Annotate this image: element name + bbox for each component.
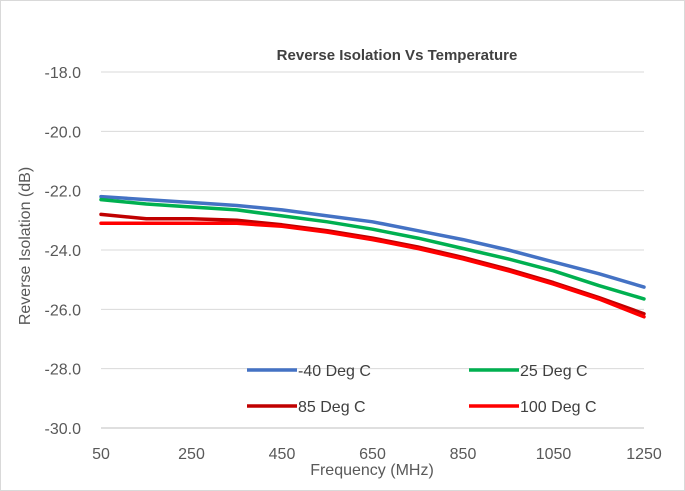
x-tick-label: 1250 xyxy=(626,446,662,463)
y-axis-title: Reverse Isolation (dB) xyxy=(17,167,34,325)
x-tick-label: 450 xyxy=(269,446,296,463)
y-tick-label: -24.0 xyxy=(45,243,82,260)
y-tick-label: -22.0 xyxy=(45,184,82,201)
x-tick-label: 850 xyxy=(450,446,477,463)
legend-label: 100 Deg C xyxy=(520,399,597,416)
y-tick-label: -20.0 xyxy=(45,124,82,141)
x-tick-label: 250 xyxy=(178,446,205,463)
y-tick-label: -30.0 xyxy=(45,421,82,438)
legend-label: -40 Deg C xyxy=(298,363,371,380)
x-tick-label: 50 xyxy=(92,446,110,463)
legend-label: 25 Deg C xyxy=(520,363,588,380)
x-tick-label: 650 xyxy=(359,446,386,463)
chart-title: Reverse Isolation Vs Temperature xyxy=(277,47,518,64)
x-tick-label: 1050 xyxy=(536,446,572,463)
series-line-2 xyxy=(99,197,646,301)
legend-label: 85 Deg C xyxy=(298,399,366,416)
x-axis-title: Frequency (MHz) xyxy=(310,462,434,479)
series-line-4 xyxy=(99,221,646,319)
y-tick-label: -18.0 xyxy=(45,65,82,82)
y-tick-label: -26.0 xyxy=(45,302,82,319)
series-line-1 xyxy=(99,194,646,289)
y-tick-label: -28.0 xyxy=(45,362,82,379)
